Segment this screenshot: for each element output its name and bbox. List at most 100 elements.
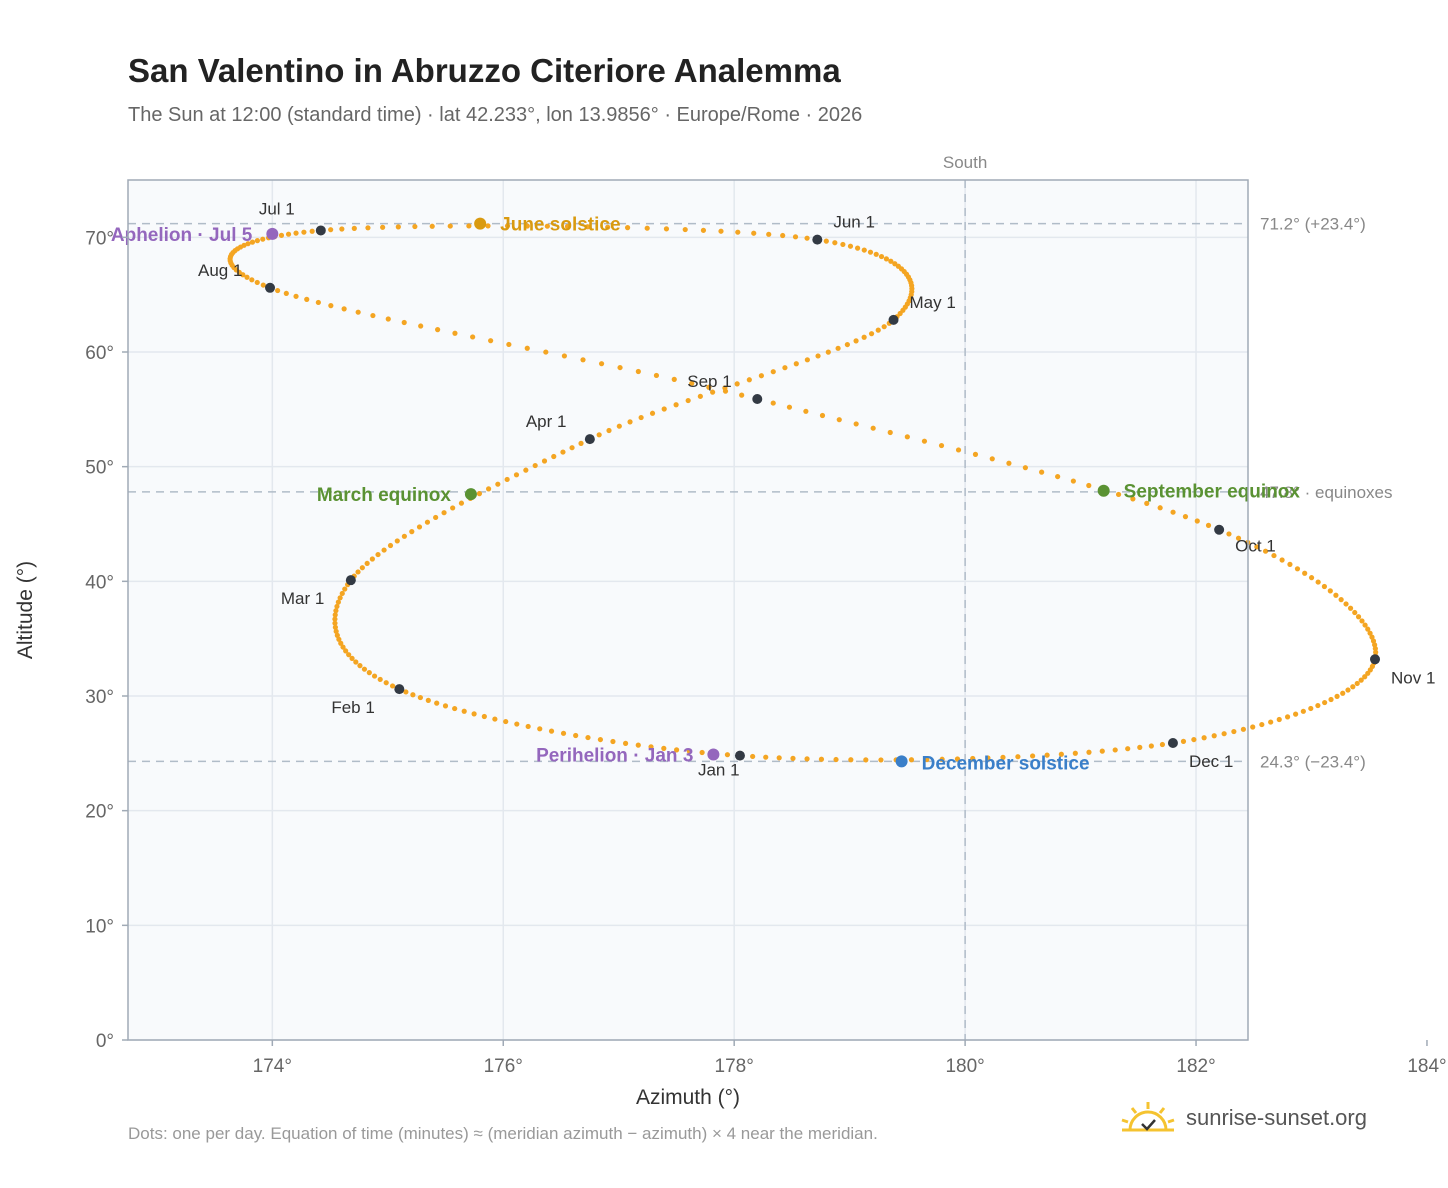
daily-dot [1367, 630, 1373, 636]
daily-dot [403, 689, 409, 695]
month-label: Jun 1 [833, 213, 875, 232]
daily-dot [548, 728, 555, 734]
daily-dot [883, 256, 889, 262]
month-label: Apr 1 [526, 412, 567, 431]
month-marker [888, 314, 899, 325]
daily-dot [355, 309, 361, 315]
daily-dot [835, 345, 841, 351]
daily-dot [861, 334, 867, 340]
brand-name: sunrise-sunset.org [1186, 1105, 1367, 1130]
daily-dot [332, 612, 338, 618]
daily-dot [332, 616, 338, 622]
daily-dot [635, 742, 641, 748]
daily-dot [332, 624, 338, 630]
daily-dot [1157, 505, 1163, 511]
daily-dot [389, 683, 396, 689]
daily-dot [671, 376, 677, 382]
month-label: Jul 1 [259, 199, 295, 218]
daily-dot [1221, 731, 1227, 737]
month-label: Feb 1 [331, 698, 374, 717]
daily-dot [782, 365, 788, 371]
daily-dot [485, 223, 491, 229]
sun-logo-icon [1121, 1102, 1175, 1132]
daily-dot [492, 716, 498, 722]
daily-dot [648, 744, 654, 750]
x-tick-label: 178° [715, 1056, 754, 1077]
daily-dot [868, 331, 875, 337]
daily-dot [333, 608, 339, 614]
daily-dot [304, 296, 310, 302]
daily-dot [597, 736, 604, 743]
event-marker [464, 488, 477, 501]
meridian-label: South [943, 153, 987, 172]
daily-dot [624, 225, 631, 231]
daily-dot [1044, 752, 1050, 758]
brand[interactable]: sunrise-sunset.org [1120, 1100, 1367, 1136]
daily-dot [1159, 741, 1166, 748]
y-tick-label: 40° [85, 572, 114, 593]
month-marker [752, 394, 763, 405]
daily-dot [804, 357, 810, 363]
daily-dot [481, 713, 487, 720]
daily-dot [1125, 746, 1131, 752]
daily-dot [638, 414, 644, 421]
chart-subtitle: The Sun at 12:00 (standard time) · lat 4… [128, 104, 863, 126]
daily-dot [1240, 726, 1247, 732]
daily-dot [506, 341, 512, 348]
daily-dot [401, 533, 407, 539]
daily-dot [888, 258, 894, 264]
daily-dot [792, 234, 799, 240]
daily-dot [1039, 469, 1045, 475]
daily-dot [766, 231, 772, 237]
x-tick-label: 184° [1407, 1056, 1446, 1077]
daily-dot [1235, 535, 1242, 541]
daily-dot [1294, 566, 1301, 572]
daily-dot [333, 628, 339, 634]
daily-dot [1358, 677, 1364, 683]
daily-dot [336, 636, 342, 642]
month-label: Oct 1 [1235, 537, 1276, 556]
daily-dot [1365, 626, 1371, 632]
daily-dot [503, 718, 509, 725]
reference-line-label: 24.3° (−23.4°) [1260, 752, 1366, 771]
daily-dot [375, 551, 381, 558]
daily-dot [343, 648, 349, 654]
daily-dot [734, 381, 740, 387]
daily-dot [450, 505, 456, 511]
daily-dot [240, 272, 246, 278]
daily-dot [661, 745, 667, 751]
daily-dot [1308, 705, 1314, 712]
event-marker [474, 217, 487, 230]
daily-dot [1328, 696, 1334, 703]
daily-dot [249, 277, 255, 283]
daily-dot [847, 243, 854, 249]
daily-dot [863, 757, 869, 763]
daily-dot [878, 253, 885, 260]
month-marker [812, 234, 823, 245]
daily-dot [452, 705, 458, 712]
daily-dot [365, 225, 371, 231]
daily-dot [617, 364, 623, 371]
daily-dot [1362, 622, 1368, 628]
daily-dot [661, 406, 667, 412]
daily-dot [770, 369, 776, 375]
daily-dot [361, 666, 368, 672]
daily-dot [1015, 754, 1021, 760]
daily-dot [1347, 605, 1354, 611]
daily-dot [315, 299, 321, 306]
daily-dot [1345, 687, 1351, 693]
daily-dot [353, 659, 359, 665]
daily-dot [380, 224, 386, 230]
event-label: March equinox [317, 485, 452, 506]
daily-dot [1205, 522, 1212, 528]
month-label: Dec 1 [1189, 752, 1233, 771]
daily-dot [1137, 744, 1143, 750]
daily-dot [409, 529, 415, 535]
daily-dot [1322, 699, 1328, 706]
month-label: Nov 1 [1391, 668, 1435, 687]
daily-dot [700, 227, 707, 233]
daily-dot [561, 353, 568, 359]
daily-dot [485, 486, 492, 492]
daily-dot [275, 287, 281, 294]
daily-dot [340, 644, 346, 650]
